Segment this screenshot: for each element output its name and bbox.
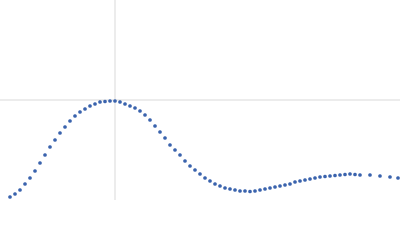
data-point [243, 189, 247, 193]
data-point [343, 172, 347, 177]
data-point [358, 173, 362, 177]
data-point [348, 172, 352, 176]
data-point [33, 169, 37, 173]
data-point [328, 174, 332, 178]
data-point [353, 172, 357, 177]
data-point [278, 184, 282, 188]
data-point [318, 175, 322, 179]
data-point [98, 100, 102, 104]
data-point [203, 176, 207, 180]
data-point [113, 99, 117, 103]
data-point [8, 195, 12, 199]
data-point [208, 179, 212, 183]
data-point [168, 143, 172, 147]
data-point [58, 131, 62, 135]
data-point [273, 185, 277, 189]
data-point [148, 118, 152, 122]
data-point [263, 187, 267, 191]
data-point [178, 153, 182, 157]
data-point [153, 124, 157, 128]
data-point [13, 192, 17, 196]
data-point [108, 99, 112, 103]
data-point [183, 159, 187, 163]
data-point [283, 183, 287, 187]
data-point [93, 102, 97, 106]
data-point [43, 153, 47, 157]
data-point [223, 186, 227, 190]
data-point [123, 102, 127, 106]
data-point [163, 136, 167, 140]
data-point [323, 174, 327, 179]
data-point [83, 107, 87, 111]
data-point [368, 173, 372, 177]
data-point [298, 179, 302, 183]
data-point [253, 189, 257, 193]
data-point [188, 164, 192, 168]
data-point [118, 100, 122, 104]
page: {"chart_data": {"type": "scatter", "x": … [0, 0, 400, 200]
data-point [38, 161, 42, 165]
data-point [293, 180, 297, 184]
data-point [396, 176, 400, 180]
data-point [143, 113, 147, 117]
data-point [258, 188, 262, 192]
data-point [268, 186, 272, 190]
data-point [193, 168, 197, 172]
data-point [88, 104, 92, 108]
data-point [333, 173, 337, 178]
data-point [63, 125, 67, 129]
data-point [338, 173, 342, 177]
data-point [173, 148, 177, 152]
data-point [23, 182, 27, 186]
data-point [138, 109, 142, 113]
data-point [288, 182, 292, 186]
data-point [218, 184, 222, 188]
data-point [68, 119, 72, 123]
data-point [73, 114, 77, 118]
data-point [18, 188, 22, 192]
data-point [228, 187, 232, 191]
data-point [213, 182, 217, 186]
data-point [313, 176, 317, 180]
data-point [158, 130, 162, 134]
data-point [303, 178, 307, 182]
data-point [378, 174, 382, 178]
data-point [48, 145, 52, 149]
chart [0, 0, 400, 200]
data-point [133, 106, 137, 110]
data-point [78, 110, 82, 114]
data-point [28, 176, 32, 180]
data-point [103, 99, 107, 104]
data-point [53, 138, 57, 142]
data-point [128, 104, 132, 108]
data-point [238, 189, 242, 193]
data-point [233, 188, 237, 192]
data-point [198, 172, 202, 176]
data-point [388, 175, 392, 179]
data-point [248, 189, 252, 194]
data-point [308, 177, 312, 181]
